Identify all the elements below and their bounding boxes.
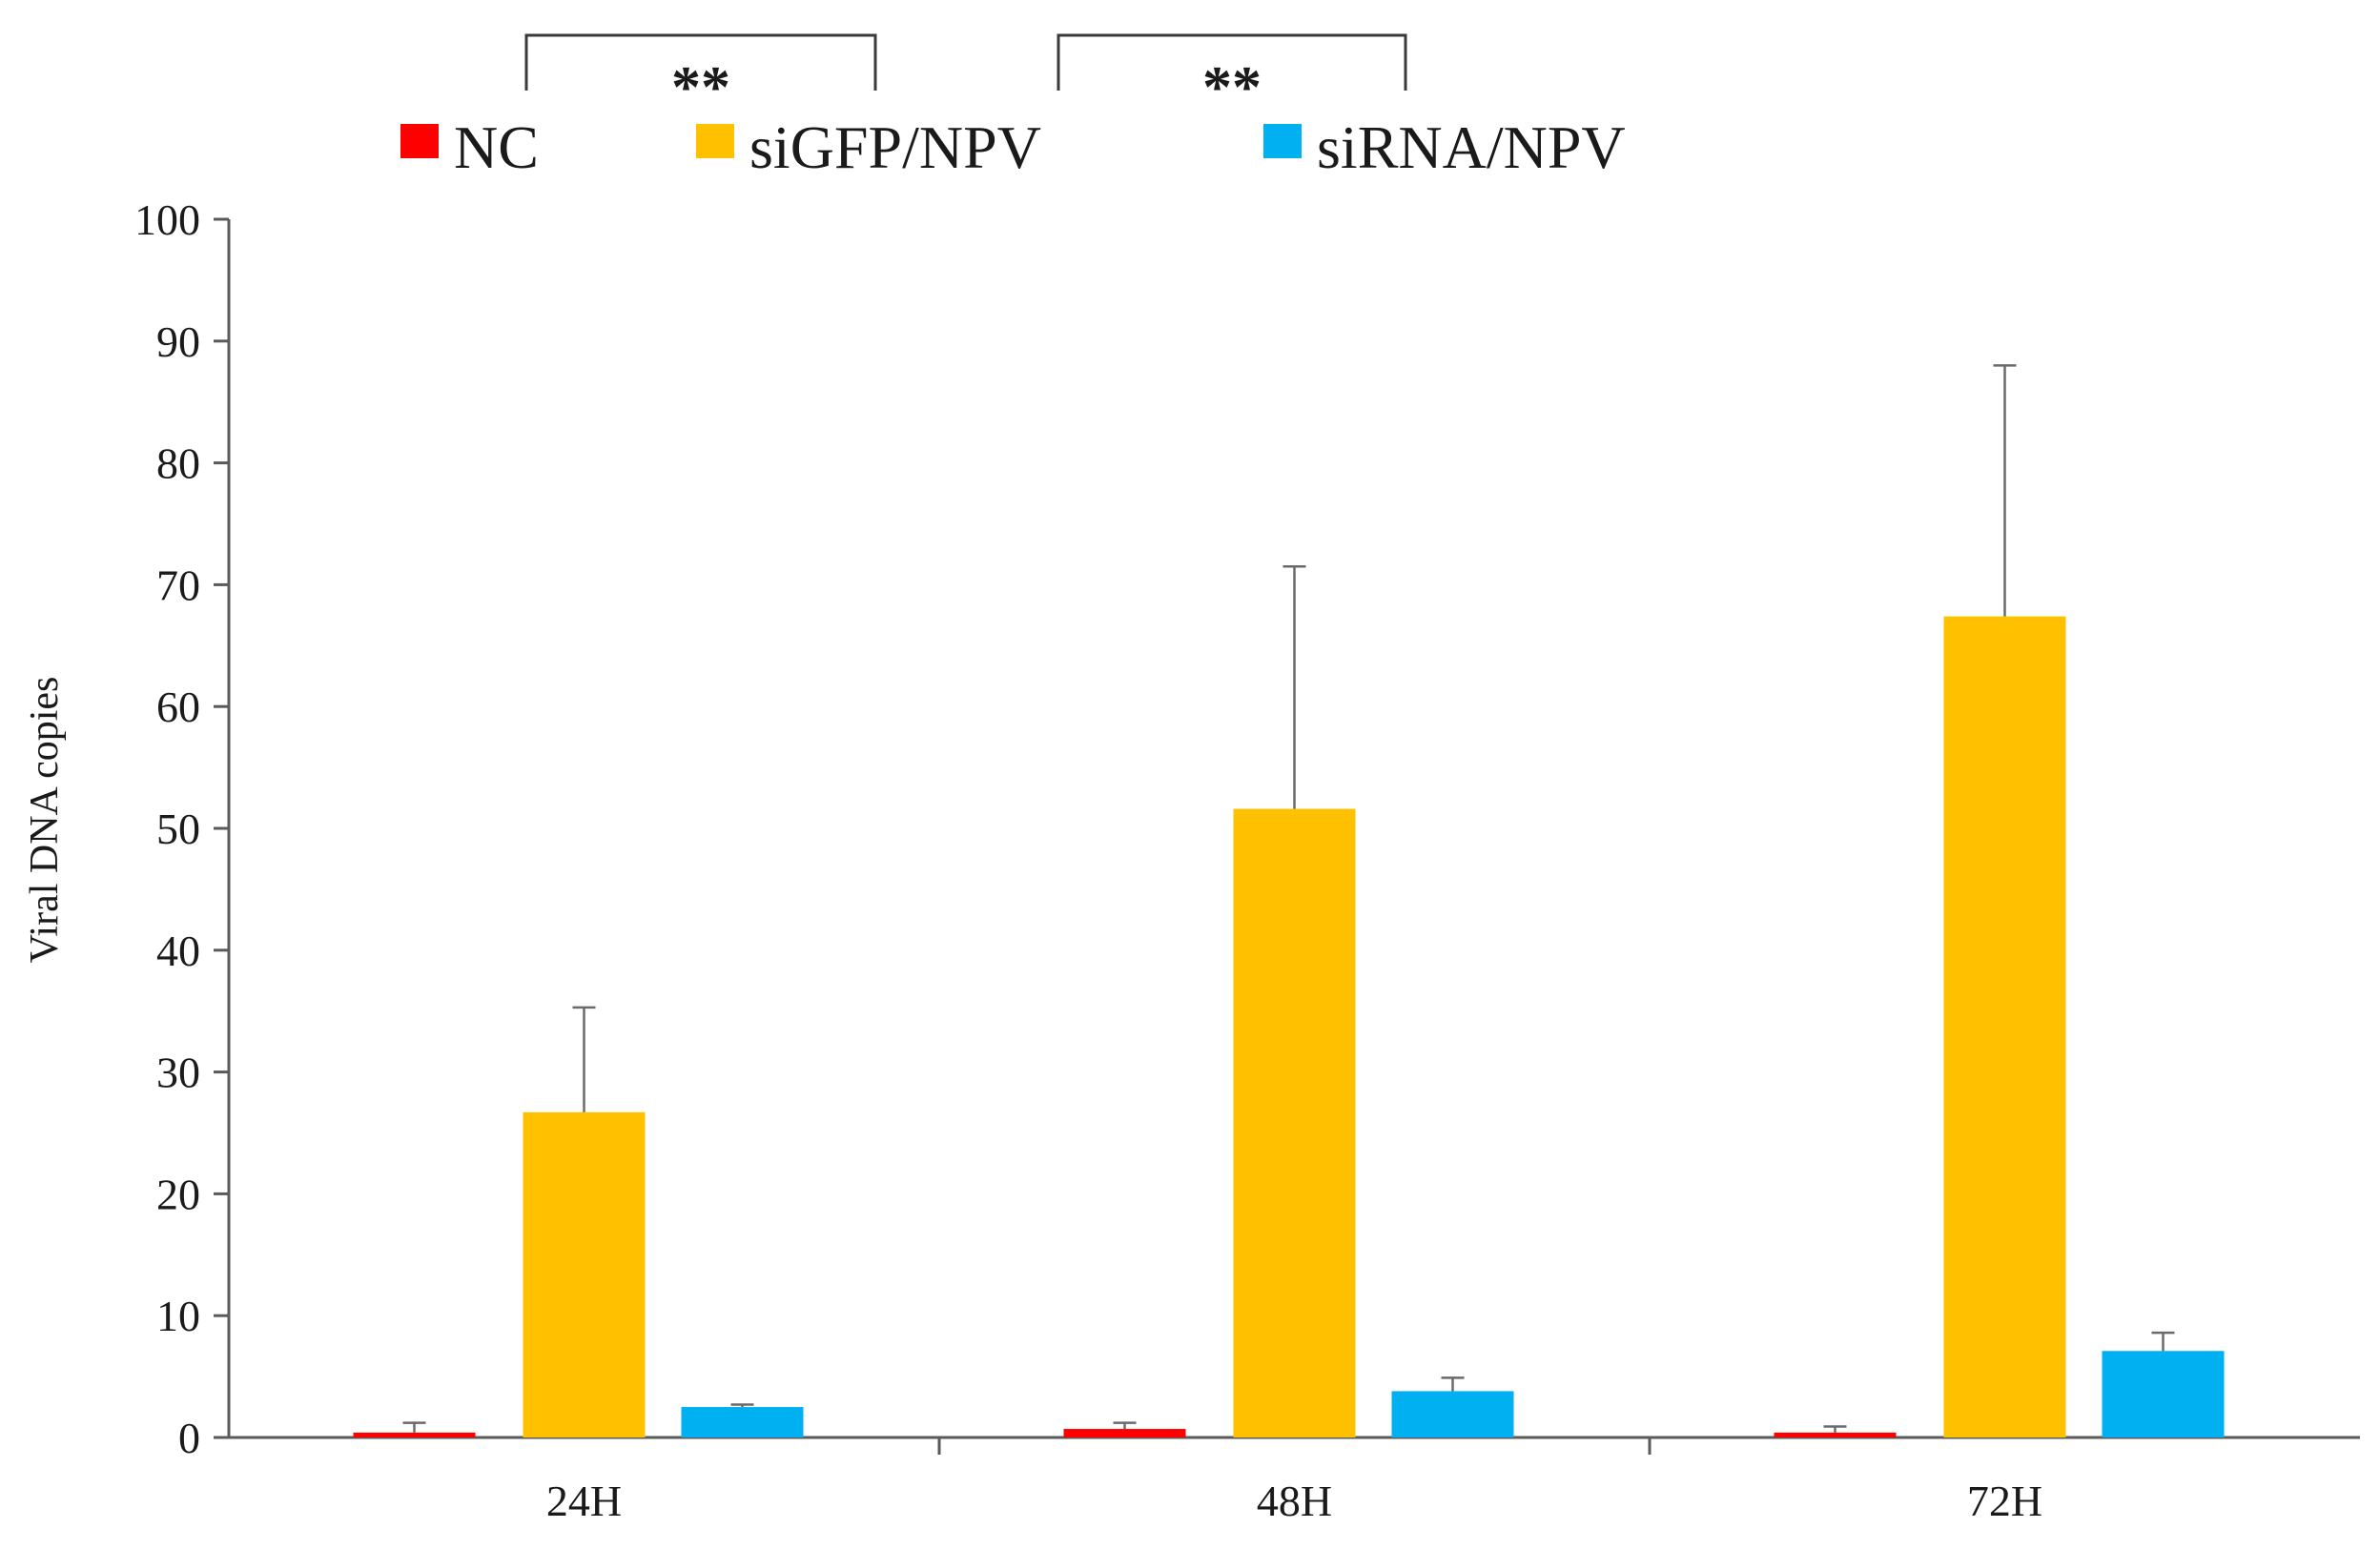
y-tick-label: 60 [156,683,200,731]
legend: NC siGFP/NPV siRNA/NPV [400,113,1626,181]
y-axis-title: Viral DNA copies [23,677,67,964]
significance-label: ** [1202,55,1262,120]
y-tick-label: 100 [134,195,200,244]
significance-label: ** [671,55,730,120]
bar [1233,808,1356,1437]
y-tick-label: 0 [178,1414,200,1462]
legend-swatch [1263,124,1302,158]
bar [523,1111,646,1437]
y-tick-label: 10 [156,1292,200,1340]
bar [1063,1429,1186,1437]
bar [1391,1391,1514,1437]
y-tick-label: 90 [156,317,200,366]
significance-bracket [1057,33,1407,91]
bar [681,1407,804,1437]
y-axis: 0 10 20 30 40 50 60 70 80 90 100 [134,195,231,1462]
legend-swatch [400,124,439,158]
bar [1943,616,2066,1437]
y-tick-label: 70 [156,560,200,609]
y-tick-label: 20 [156,1170,200,1218]
x-tick-label: 48H [1257,1477,1332,1525]
significance-annotations: ** ** [524,33,1407,120]
bars [353,616,2225,1437]
x-tick-label: 24H [546,1477,622,1525]
error-bars [402,364,2175,1433]
legend-label: NC [454,113,539,181]
significance-bracket [524,33,877,91]
legend-label: siGFP/NPV [749,113,1041,181]
y-tick-label: 30 [156,1049,200,1097]
bar [2102,1351,2225,1437]
y-tick-label: 80 [156,439,200,488]
x-tick-label: 72H [1967,1477,2042,1525]
bar [353,1432,476,1437]
legend-label: siRNA/NPV [1317,113,1626,181]
x-axis: 24H 48H 72H [229,1436,2360,1525]
y-tick-label: 50 [156,805,200,853]
y-tick-label: 40 [156,927,200,975]
legend-swatch [696,124,734,158]
bar [1774,1432,1897,1437]
